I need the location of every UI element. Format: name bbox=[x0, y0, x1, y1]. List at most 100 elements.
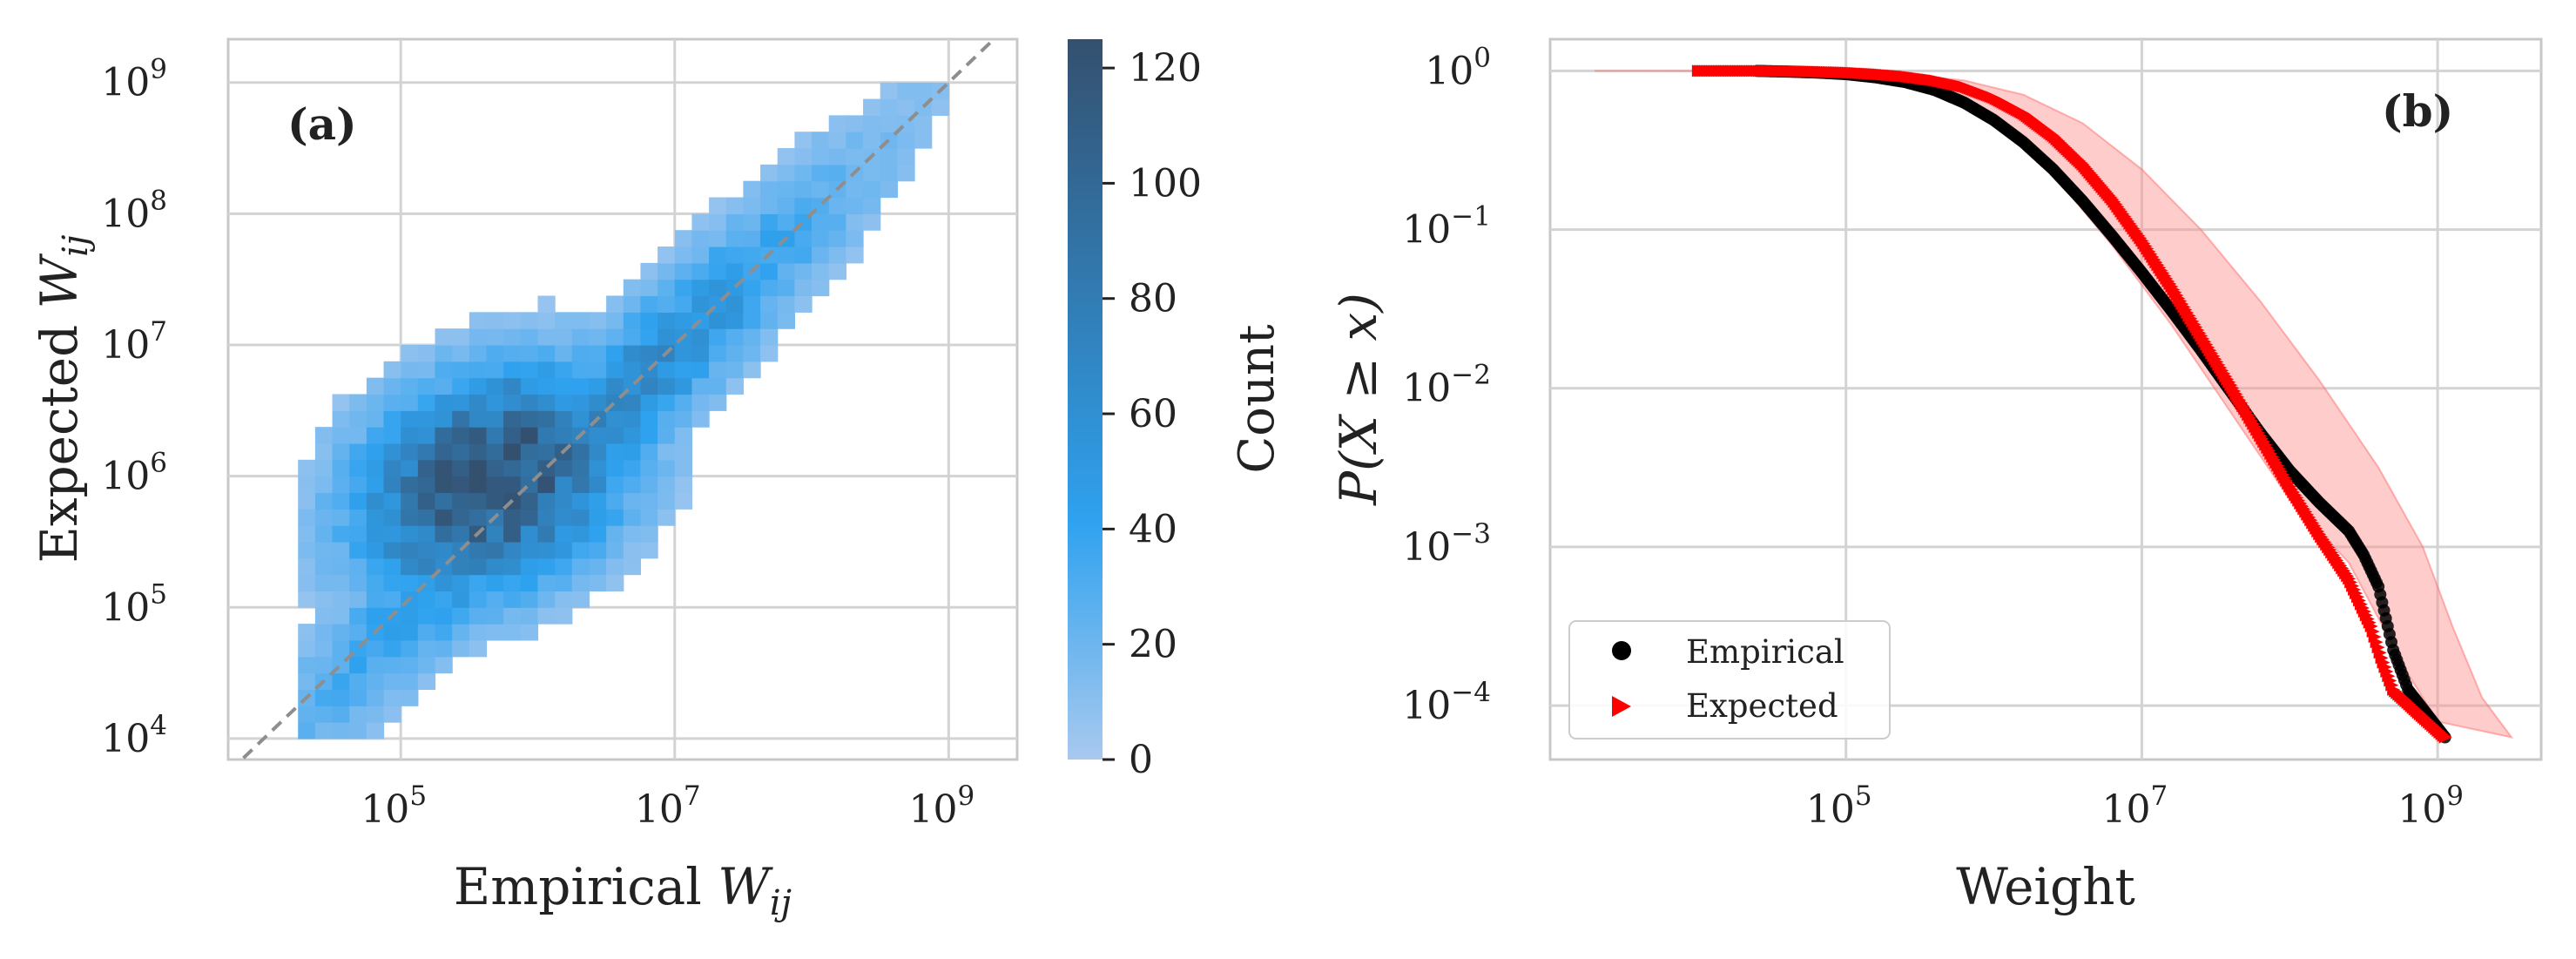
heatmap-cell bbox=[812, 262, 830, 280]
heatmap-cell bbox=[812, 279, 830, 297]
heatmap-cell bbox=[401, 557, 419, 576]
heatmap-cell bbox=[366, 706, 385, 723]
heatmap-cell bbox=[520, 410, 539, 428]
heatmap-cell bbox=[314, 574, 334, 592]
heatmap-cell bbox=[401, 624, 419, 641]
legend-box bbox=[1568, 620, 1891, 740]
heatmap-cell bbox=[571, 459, 590, 477]
heatmap-cell bbox=[760, 279, 779, 297]
heatmap-cell bbox=[469, 624, 488, 641]
heatmap-cell bbox=[555, 476, 573, 494]
y-tick-label: 108 bbox=[101, 185, 167, 236]
heatmap-cell bbox=[332, 509, 350, 526]
heatmap-cell bbox=[314, 427, 334, 444]
heatmap-cell bbox=[537, 394, 556, 411]
heatmap-cell bbox=[777, 148, 796, 165]
heatmap-cell bbox=[571, 312, 590, 329]
heatmap-cell bbox=[435, 476, 453, 494]
heatmap-cell bbox=[383, 361, 401, 379]
heatmap-cell bbox=[452, 492, 470, 510]
heatmap-cell bbox=[469, 410, 488, 428]
heatmap-cell bbox=[520, 541, 539, 559]
heatmap-cell bbox=[417, 394, 436, 411]
heatmap-cell bbox=[743, 279, 761, 297]
heatmap-cell bbox=[571, 476, 590, 494]
colorbar-tick-label: 60 bbox=[1129, 392, 1177, 436]
heatmap-cell bbox=[366, 607, 385, 625]
heatmap-cell bbox=[383, 377, 401, 395]
y-tick-label: 109 bbox=[101, 54, 167, 105]
heatmap-cell bbox=[332, 591, 350, 608]
heatmap-cell bbox=[314, 492, 334, 510]
heatmap-cell bbox=[589, 459, 607, 477]
heatmap-cell bbox=[606, 492, 624, 510]
heatmap-cell bbox=[452, 525, 470, 543]
panel-a-x-axis-label: Empirical Wij bbox=[454, 857, 792, 923]
heatmap-cell bbox=[691, 361, 710, 379]
heatmap-cell bbox=[452, 394, 470, 411]
heatmap-cell bbox=[417, 557, 436, 576]
heatmap-cell bbox=[401, 607, 419, 625]
heatmap-cell bbox=[298, 624, 316, 641]
heatmap-cell bbox=[640, 344, 658, 362]
heatmap-cell bbox=[349, 624, 368, 641]
heatmap-cell bbox=[417, 541, 436, 559]
heatmap-cell bbox=[674, 279, 693, 297]
heatmap-cell bbox=[589, 427, 607, 444]
y-tick-label: 10−3 bbox=[1402, 518, 1491, 570]
heatmap-cell bbox=[503, 525, 522, 543]
heatmap-cell bbox=[452, 557, 470, 576]
heatmap-cell bbox=[623, 361, 642, 379]
heatmap-cell bbox=[537, 427, 556, 444]
heatmap-cell bbox=[366, 525, 385, 543]
heatmap-cell bbox=[725, 377, 745, 395]
heatmap-cell bbox=[709, 377, 727, 395]
heatmap-cell bbox=[743, 361, 761, 379]
heatmap-cell bbox=[777, 247, 796, 264]
heatmap-cell bbox=[571, 574, 590, 592]
heatmap-cell bbox=[486, 476, 504, 494]
heatmap-cell bbox=[503, 476, 522, 494]
panel-a-label: (a) bbox=[287, 98, 357, 150]
heatmap-cell bbox=[349, 689, 368, 706]
heatmap-cell bbox=[555, 394, 573, 411]
heatmap-cell bbox=[469, 459, 488, 477]
heatmap-cell bbox=[298, 541, 316, 559]
heatmap-cell bbox=[298, 706, 316, 723]
heatmap-cell bbox=[366, 591, 385, 608]
heatmap-cell bbox=[486, 492, 504, 510]
heatmap-cell bbox=[623, 312, 642, 329]
heatmap-cell bbox=[863, 115, 881, 132]
heatmap-cell bbox=[349, 656, 368, 674]
heatmap-cell bbox=[503, 312, 522, 329]
heatmap-cell bbox=[640, 492, 658, 510]
heatmap-cell bbox=[571, 442, 590, 461]
heatmap-cell bbox=[401, 525, 419, 543]
heatmap-cell bbox=[589, 394, 607, 411]
heatmap-cell bbox=[657, 328, 676, 346]
heatmap-cell bbox=[914, 115, 933, 132]
heatmap-cell bbox=[417, 361, 436, 379]
heatmap-cell bbox=[777, 262, 796, 280]
heatmap-cell bbox=[846, 132, 864, 149]
heatmap-cell bbox=[520, 394, 539, 411]
heatmap-cell bbox=[657, 377, 676, 395]
heatmap-cell bbox=[520, 459, 539, 477]
heatmap-cell bbox=[640, 476, 658, 494]
heatmap-cell bbox=[897, 148, 915, 165]
heatmap-cell bbox=[537, 476, 556, 494]
heatmap-cell bbox=[606, 574, 624, 592]
panel-a-x-tick-labels: 105 107 109 bbox=[361, 780, 974, 832]
heatmap-cell bbox=[640, 279, 658, 297]
heatmap-cell bbox=[897, 164, 915, 182]
y-tick-label: 104 bbox=[101, 710, 167, 761]
heatmap-cell bbox=[417, 607, 436, 625]
heatmap-cell bbox=[657, 361, 676, 379]
heatmap-cell bbox=[366, 574, 385, 592]
heatmap-cell bbox=[794, 148, 813, 165]
colorbar-tick-label: 40 bbox=[1129, 507, 1177, 551]
heatmap-cell bbox=[674, 410, 693, 428]
heatmap-cell bbox=[674, 312, 693, 329]
heatmap-cell bbox=[828, 164, 846, 182]
heatmap-cell bbox=[725, 328, 745, 346]
